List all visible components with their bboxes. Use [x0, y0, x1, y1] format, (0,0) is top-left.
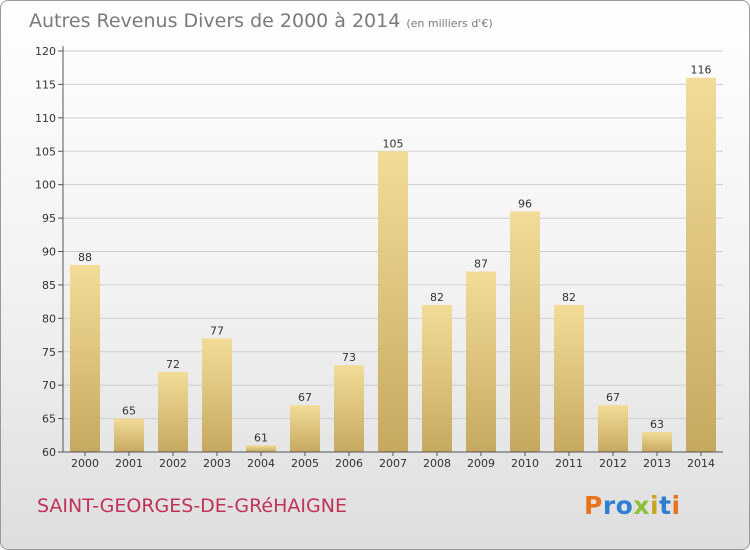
x-tick-label: 2014 [687, 457, 715, 470]
x-tick-label: 2009 [467, 457, 495, 470]
chart-title: Autres Revenus Divers de 2000 à 2014 (en … [29, 10, 493, 32]
bar-value-label: 82 [562, 291, 576, 304]
bar-value-label: 96 [518, 197, 532, 210]
y-tick-label: 65 [42, 413, 56, 426]
bar-value-label: 77 [210, 324, 224, 337]
bars: 88 65 72 77 61 67 73 105 82 87 96 82 67 63 116 [70, 64, 716, 452]
bar [378, 151, 408, 452]
x-tick-label: 2002 [159, 457, 187, 470]
y-tick-label: 100 [35, 179, 56, 192]
bar [466, 271, 496, 452]
x-tick-label: 2011 [555, 457, 583, 470]
bar [202, 338, 232, 452]
bar-value-label: 88 [78, 251, 92, 264]
logo-letter: i [650, 491, 660, 520]
title-text: Autres Revenus Divers de 2000 à 2014 [29, 10, 401, 32]
y-tick-label: 115 [35, 78, 56, 91]
y-tick-label: 70 [42, 379, 56, 392]
bar [422, 304, 452, 452]
x-tick-label: 2012 [599, 457, 627, 470]
x-tick-label: 2000 [71, 457, 99, 470]
logo-letter: r [602, 491, 616, 520]
bar [554, 304, 584, 452]
x-tick-label: 2001 [115, 457, 143, 470]
x-tick-label: 2007 [379, 457, 407, 470]
y-tick-label: 110 [35, 112, 56, 125]
y-tick-label: 60 [42, 446, 56, 459]
logo-letter: t [659, 491, 672, 520]
logo-letter: o [615, 491, 634, 520]
x-tick-label: 2003 [203, 457, 231, 470]
logo-letter: x [633, 491, 650, 520]
bar [114, 418, 144, 452]
y-tick-label: 120 [35, 45, 56, 58]
x-tick-label: 2013 [643, 457, 671, 470]
bar-value-label: 63 [650, 418, 664, 431]
bar [246, 445, 276, 452]
bar [642, 431, 672, 452]
bar-value-label: 67 [606, 391, 620, 404]
bar [158, 371, 188, 452]
bar [334, 365, 364, 452]
bar [70, 264, 100, 452]
y-tick-label: 90 [42, 246, 56, 259]
bar [598, 405, 628, 452]
x-tick-label: 2004 [247, 457, 275, 470]
y-tick-label: 95 [42, 212, 56, 225]
bar-value-label: 82 [430, 291, 444, 304]
y-tick-label: 105 [35, 145, 56, 158]
bar-value-label: 105 [383, 137, 404, 150]
bar [510, 211, 540, 452]
bar [686, 77, 716, 452]
title-unit: (en milliers d'€) [406, 17, 493, 30]
location-label: SAINT-GEORGES-DE-GRéHAIGNE [37, 495, 347, 517]
x-tick-label: 2005 [291, 457, 319, 470]
bar-value-label: 73 [342, 351, 356, 364]
logo-letter: P [584, 491, 603, 520]
proxiti-logo: Proxiti [584, 491, 681, 520]
x-tick-label: 2008 [423, 457, 451, 470]
bar-value-label: 65 [122, 405, 136, 418]
y-tick-label: 80 [42, 312, 56, 325]
bar-value-label: 72 [166, 358, 180, 371]
bar-value-label: 67 [298, 391, 312, 404]
y-tick-label: 85 [42, 279, 56, 292]
x-tick-label: 2010 [511, 457, 539, 470]
bar [290, 405, 320, 452]
axes: 60 65 70 75 80 85 90 95 100 105 110 115 120 2000 2001 2… [35, 45, 723, 470]
logo-letter: i [671, 491, 681, 520]
y-tick-label: 75 [42, 346, 56, 359]
bar-value-label: 116 [691, 64, 712, 77]
bar-value-label: 87 [474, 258, 488, 271]
bar-value-label: 61 [254, 431, 268, 444]
x-tick-label: 2006 [335, 457, 363, 470]
